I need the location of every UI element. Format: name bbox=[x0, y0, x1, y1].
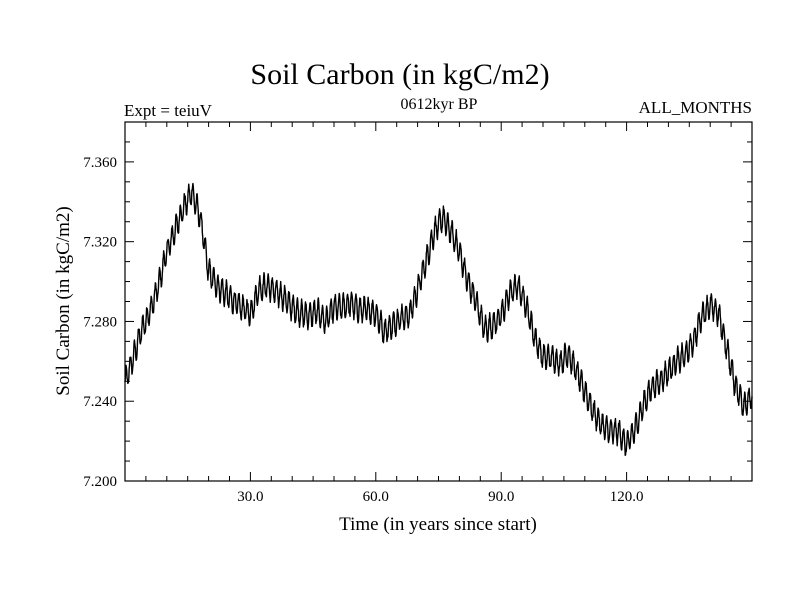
series-layer bbox=[124, 182, 753, 456]
tick-labels: 30.0 60.0 90.0 120.0 7.200 7.240 7.280 7.320 7.3… bbox=[83, 155, 643, 505]
y-tick-label: 7.320 bbox=[83, 235, 117, 251]
x-tick-label: 30.0 bbox=[237, 489, 263, 505]
y-tick-label: 7.360 bbox=[83, 155, 117, 171]
x-tick-label: 90.0 bbox=[488, 489, 514, 505]
y-tick-label: 7.200 bbox=[83, 474, 117, 490]
y-axis-label: Soil Carbon (in kgC/m2) bbox=[53, 206, 74, 395]
x-axis-label: Time (in years since start) bbox=[339, 514, 537, 535]
x-tick-label: 120.0 bbox=[610, 489, 644, 505]
y-tick-label: 7.280 bbox=[83, 314, 117, 330]
axis-ticks bbox=[125, 122, 752, 481]
months-label: ALL_MONTHS bbox=[638, 98, 752, 117]
x-tick-label: 60.0 bbox=[363, 489, 389, 505]
y-tick-label: 7.240 bbox=[83, 394, 117, 410]
plot-frame bbox=[124, 121, 753, 482]
experiment-label: Expt = teiuV bbox=[124, 101, 212, 120]
chart-title: Soil Carbon (in kgC/m2) bbox=[250, 58, 550, 91]
chart-subtitle: 0612kyr BP bbox=[400, 96, 478, 113]
soil-carbon-series-line bbox=[124, 182, 753, 456]
